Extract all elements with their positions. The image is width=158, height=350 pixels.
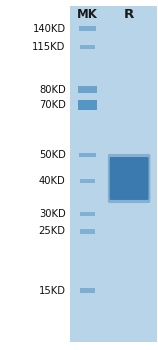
FancyBboxPatch shape <box>78 86 97 93</box>
FancyBboxPatch shape <box>79 153 96 157</box>
FancyBboxPatch shape <box>108 154 150 203</box>
Text: 15KD: 15KD <box>39 286 66 296</box>
Text: 50KD: 50KD <box>39 150 66 160</box>
FancyBboxPatch shape <box>70 6 158 342</box>
FancyBboxPatch shape <box>80 179 95 183</box>
Text: 70KD: 70KD <box>39 100 66 110</box>
Text: R: R <box>124 8 134 21</box>
FancyBboxPatch shape <box>80 45 95 49</box>
FancyBboxPatch shape <box>110 157 149 200</box>
FancyBboxPatch shape <box>80 288 95 293</box>
Text: 140KD: 140KD <box>33 23 66 34</box>
Text: 30KD: 30KD <box>39 209 66 219</box>
Text: 115KD: 115KD <box>32 42 66 52</box>
FancyBboxPatch shape <box>80 229 95 233</box>
Text: 80KD: 80KD <box>39 85 66 95</box>
FancyBboxPatch shape <box>79 26 96 31</box>
Text: MK: MK <box>77 8 98 21</box>
Text: 40KD: 40KD <box>39 176 66 186</box>
Text: 25KD: 25KD <box>39 226 66 237</box>
FancyBboxPatch shape <box>80 212 95 216</box>
FancyBboxPatch shape <box>78 100 97 110</box>
